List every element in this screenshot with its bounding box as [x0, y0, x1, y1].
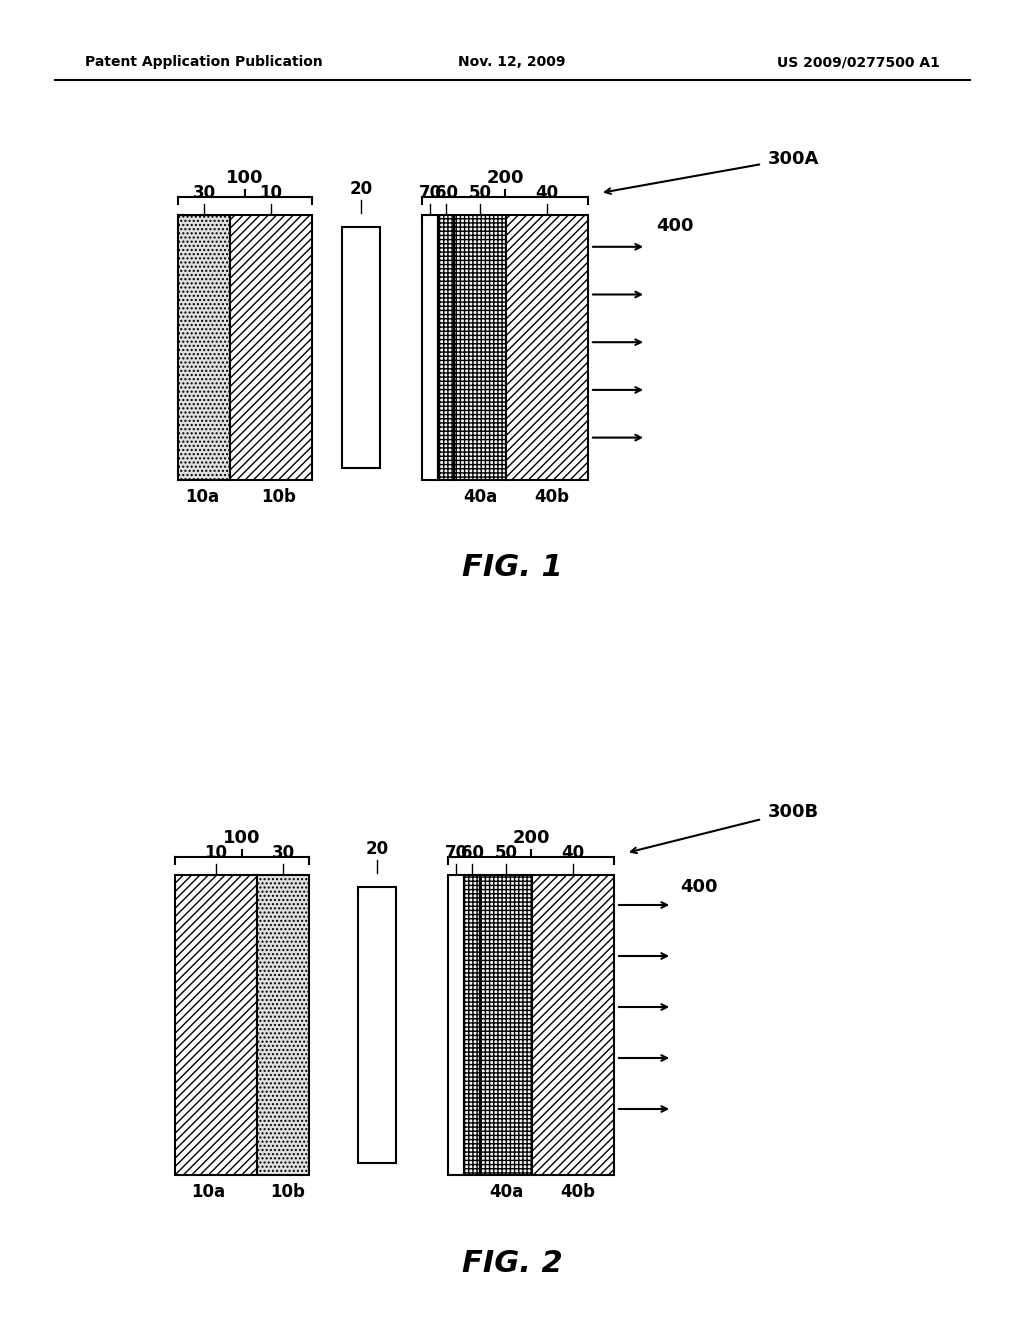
Text: 400: 400 [680, 878, 718, 896]
Text: US 2009/0277500 A1: US 2009/0277500 A1 [777, 55, 940, 69]
Text: FIG. 2: FIG. 2 [462, 1249, 562, 1278]
Text: 50: 50 [469, 183, 492, 202]
Text: 40: 40 [561, 843, 585, 862]
Text: 10b: 10b [270, 1183, 305, 1201]
Bar [178, 215, 230, 480]
Text: 300A: 300A [768, 150, 819, 168]
Text: 10a: 10a [190, 1183, 225, 1201]
Bar [358, 887, 396, 1163]
Text: 30: 30 [193, 183, 216, 202]
Bar [422, 215, 438, 480]
Text: 40a: 40a [488, 1183, 523, 1201]
Text: 60: 60 [461, 843, 483, 862]
Text: 40b: 40b [535, 488, 569, 506]
Text: 20: 20 [366, 840, 388, 858]
Text: 400: 400 [656, 216, 693, 235]
Bar [454, 215, 506, 480]
Text: 20: 20 [349, 180, 373, 198]
Bar [342, 227, 380, 469]
Text: 100: 100 [226, 169, 264, 187]
Bar [480, 875, 532, 1175]
Text: 40a: 40a [463, 488, 497, 506]
Bar [506, 215, 588, 480]
Text: 70: 70 [444, 843, 468, 862]
Text: 10: 10 [205, 843, 227, 862]
Bar [257, 875, 309, 1175]
Text: Patent Application Publication: Patent Application Publication [85, 55, 323, 69]
Bar [464, 875, 480, 1175]
Text: 40b: 40b [560, 1183, 596, 1201]
Text: 30: 30 [271, 843, 295, 862]
Bar [230, 215, 312, 480]
Text: 70: 70 [419, 183, 441, 202]
Text: FIG. 1: FIG. 1 [462, 553, 562, 582]
Bar [438, 215, 454, 480]
Text: 60: 60 [434, 183, 458, 202]
Text: 10: 10 [259, 183, 283, 202]
Text: 50: 50 [495, 843, 517, 862]
Bar [175, 875, 257, 1175]
Text: 100: 100 [223, 829, 261, 847]
Text: 10a: 10a [185, 488, 219, 506]
Text: 300B: 300B [768, 803, 819, 821]
Text: 200: 200 [486, 169, 523, 187]
Text: 40: 40 [536, 183, 558, 202]
Text: 200: 200 [512, 829, 550, 847]
Text: 10b: 10b [261, 488, 296, 506]
Bar [449, 875, 464, 1175]
Text: Nov. 12, 2009: Nov. 12, 2009 [459, 55, 565, 69]
Bar [532, 875, 614, 1175]
